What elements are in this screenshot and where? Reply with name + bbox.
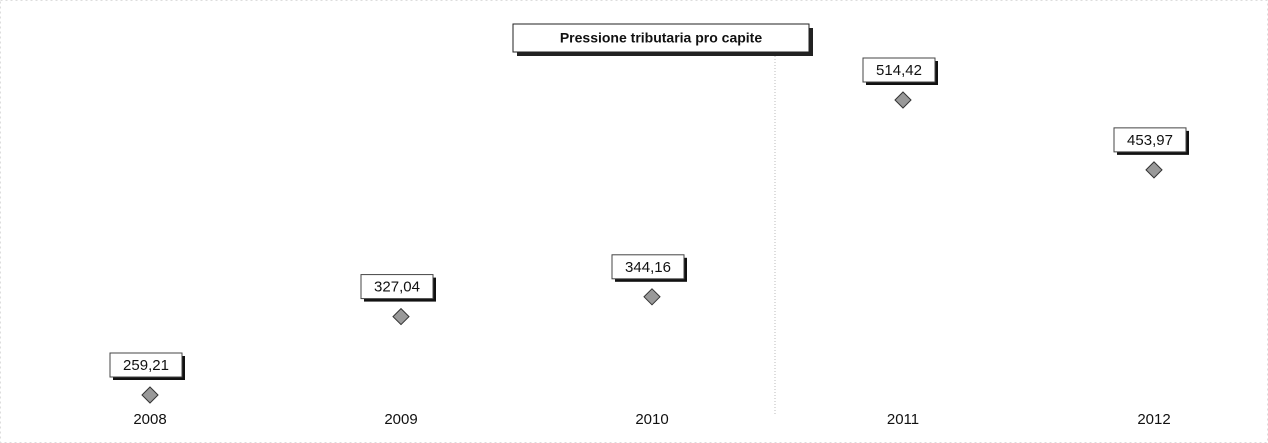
data-label: 514,42 — [876, 62, 922, 79]
label-box — [109, 352, 183, 378]
data-label: 344,16 — [625, 259, 671, 276]
data-point — [1145, 161, 1163, 179]
label-box — [611, 254, 685, 280]
label-box — [1113, 127, 1187, 153]
x-tick-label: 2010 — [635, 411, 668, 428]
data-point — [392, 307, 410, 326]
chart-title: Pressione tributaria pro capite — [560, 30, 762, 46]
data-point — [894, 91, 912, 109]
data-point — [141, 386, 159, 404]
data-label: 327,04 — [374, 279, 420, 296]
x-tick-label: 2012 — [1137, 411, 1170, 428]
data-point — [643, 288, 661, 306]
x-tick-label: 2009 — [384, 411, 417, 428]
x-tick-label: 2008 — [133, 411, 166, 428]
label-box — [360, 274, 434, 300]
x-tick-label: 2011 — [887, 411, 919, 428]
title-box — [512, 23, 810, 53]
data-label: 259,21 — [123, 357, 169, 374]
label-box — [862, 57, 936, 83]
data-label: 453,97 — [1127, 132, 1173, 149]
